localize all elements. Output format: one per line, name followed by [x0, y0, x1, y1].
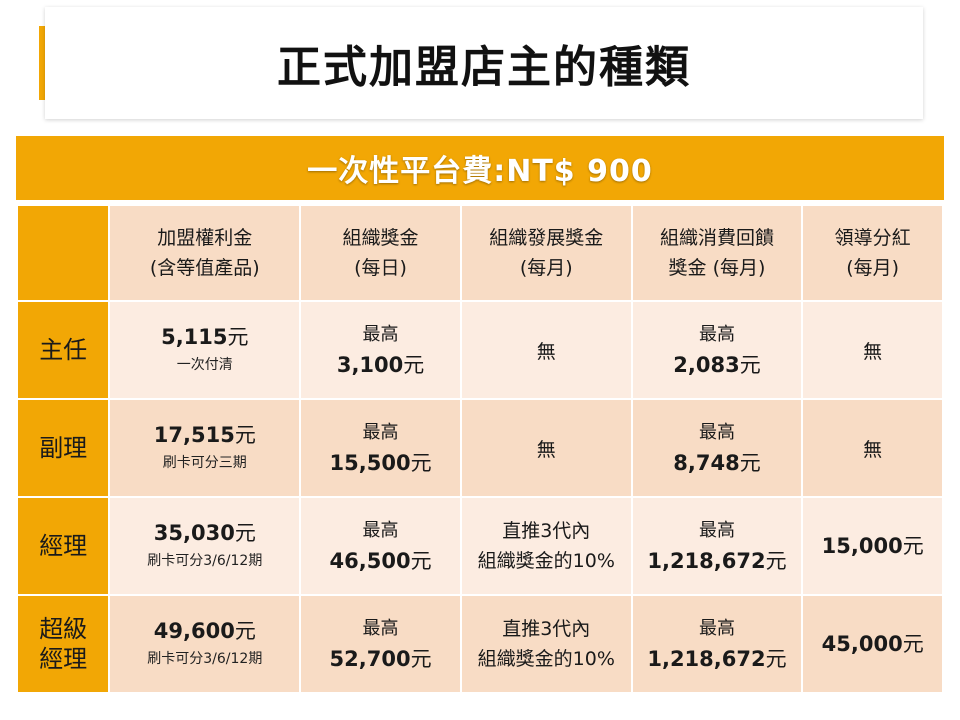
- rank-line: 超級: [39, 615, 88, 643]
- header-rebate-bonus: 組織消費回饋 獎金 (每月): [630, 204, 804, 302]
- org-bonus-cell: 最高 52,700元: [299, 594, 462, 694]
- header-row: 加盟權利金 (含等值產品) 組織獎金 (每日) 組織發展獎金 (每月) 組織消費…: [15, 204, 944, 302]
- table-row: 副理 17,515元 刷卡可分三期 最高 15,500元 無 最高 8,748元…: [15, 398, 944, 498]
- platform-fee-banner: 一次性平台費:NT$ 900: [16, 136, 944, 200]
- max-label: 最高: [698, 422, 735, 443]
- rank-label: 副理: [15, 398, 111, 498]
- rebate-cell: 最高 2,083元: [630, 300, 804, 400]
- dividend-amount: 45,000元: [821, 632, 924, 656]
- rebate-amount: 1,218,672元: [647, 647, 787, 671]
- franchise-fee-cell: 35,030元 刷卡可分3/6/12期: [108, 496, 302, 596]
- org-bonus-amount: 3,100元: [336, 353, 425, 377]
- rank-line: 經理: [39, 645, 88, 673]
- rank-label: 經理: [15, 496, 111, 596]
- header-dev-bonus: 組織發展獎金 (每月): [459, 204, 633, 302]
- dev-bonus-line: 組織獎金的10%: [477, 648, 615, 670]
- rebate-cell: 最高 1,218,672元: [630, 496, 804, 596]
- header-line: 加盟權利金: [157, 227, 253, 249]
- header-org-bonus: 組織獎金 (每日): [299, 204, 462, 302]
- rebate-amount: 1,218,672元: [647, 549, 787, 573]
- org-bonus-amount: 52,700元: [329, 647, 432, 671]
- rebate-cell: 最高 1,218,672元: [630, 594, 804, 694]
- fee-note: 刷卡可分三期: [162, 455, 247, 471]
- header-line: 組織發展獎金: [489, 227, 604, 249]
- max-label: 最高: [698, 520, 735, 541]
- header-leader-dividend: 領導分紅 (每月): [801, 204, 944, 302]
- dev-bonus-line: 組織獎金的10%: [477, 550, 615, 572]
- dev-bonus-cell: 無: [459, 300, 633, 400]
- header-line: 領導分紅: [834, 227, 911, 249]
- rebate-amount: 8,748元: [673, 451, 761, 475]
- rank-label: 超級 經理: [15, 594, 111, 694]
- dividend-cell: 無: [801, 300, 944, 400]
- header-line: 獎金 (每月): [668, 257, 766, 279]
- max-label: 最高: [362, 422, 399, 443]
- dividend-cell: 無: [801, 398, 944, 498]
- dev-bonus-cell: 無: [459, 398, 633, 498]
- franchise-table: 一次性平台費:NT$ 900 加盟權利金 (含等值產品) 組織獎金 (每日) 組…: [15, 136, 944, 694]
- max-label: 最高: [698, 324, 735, 345]
- fee-note: 刷卡可分3/6/12期: [147, 651, 263, 667]
- title-card: 正式加盟店主的種類: [45, 7, 923, 119]
- title-accent-bar: [39, 26, 49, 100]
- dev-bonus-line: 直推3代內: [502, 618, 591, 640]
- org-bonus-cell: 最高 46,500元: [299, 496, 462, 596]
- header-line: 組織獎金: [342, 227, 419, 249]
- header-line: (含等值產品): [149, 257, 260, 279]
- franchise-grid: 加盟權利金 (含等值產品) 組織獎金 (每日) 組織發展獎金 (每月) 組織消費…: [15, 204, 944, 694]
- max-label: 最高: [362, 324, 399, 345]
- dividend-amount: 15,000元: [821, 534, 924, 558]
- dev-bonus-line: 直推3代內: [502, 520, 591, 542]
- franchise-fee-cell: 17,515元 刷卡可分三期: [108, 398, 302, 498]
- header-line: 組織消費回饋: [659, 227, 774, 249]
- table-row: 經理 35,030元 刷卡可分3/6/12期 最高 46,500元 直推3代內 …: [15, 496, 944, 596]
- dev-bonus-cell: 直推3代內 組織獎金的10%: [459, 496, 633, 596]
- max-label: 最高: [362, 520, 399, 541]
- header-franchise-fee: 加盟權利金 (含等值產品): [108, 204, 302, 302]
- rank-label: 主任: [15, 300, 111, 400]
- fee-amount: 49,600元: [153, 619, 256, 643]
- franchise-fee-cell: 49,600元 刷卡可分3/6/12期: [108, 594, 302, 694]
- max-label: 最高: [698, 618, 735, 639]
- corner-cell: [15, 204, 111, 302]
- fee-amount: 5,115元: [161, 325, 249, 349]
- dividend-cell: 45,000元: [801, 594, 944, 694]
- org-bonus-cell: 最高 3,100元: [299, 300, 462, 400]
- rebate-amount: 2,083元: [673, 353, 761, 377]
- org-bonus-amount: 46,500元: [329, 549, 432, 573]
- page-title: 正式加盟店主的種類: [277, 42, 691, 93]
- fee-note: 刷卡可分3/6/12期: [147, 553, 263, 569]
- org-bonus-amount: 15,500元: [329, 451, 432, 475]
- franchise-fee-cell: 5,115元 一次付清: [108, 300, 302, 400]
- header-line: (每月): [846, 257, 900, 279]
- table-row: 主任 5,115元 一次付清 最高 3,100元 無 最高 2,083元 無: [15, 300, 944, 400]
- org-bonus-cell: 最高 15,500元: [299, 398, 462, 498]
- header-line: (每月): [519, 257, 573, 279]
- table-row: 超級 經理 49,600元 刷卡可分3/6/12期 最高 52,700元 直推3…: [15, 594, 944, 694]
- fee-note: 一次付清: [176, 357, 233, 373]
- header-line: (每日): [354, 257, 407, 279]
- dev-bonus-cell: 直推3代內 組織獎金的10%: [459, 594, 633, 694]
- fee-amount: 35,030元: [153, 521, 256, 545]
- max-label: 最高: [362, 618, 399, 639]
- dividend-cell: 15,000元: [801, 496, 944, 596]
- rebate-cell: 最高 8,748元: [630, 398, 804, 498]
- fee-amount: 17,515元: [153, 423, 256, 447]
